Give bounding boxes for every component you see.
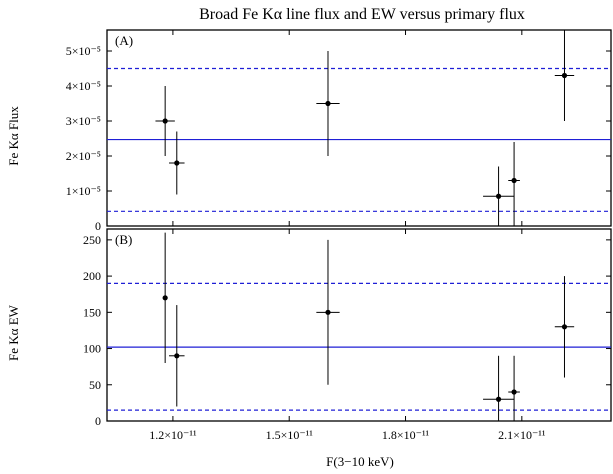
panel-a-ytick-label-5: 5×10⁻⁵ xyxy=(66,44,101,58)
panel-b-ytick-label-0: 0 xyxy=(95,414,101,428)
panel-b-frame xyxy=(106,228,612,422)
panel-b-ytick-label-2: 100 xyxy=(83,342,101,356)
panel-a-ytick-label-2: 2×10⁻⁵ xyxy=(66,149,101,163)
x-tick-label-3: 2.1×10⁻¹¹ xyxy=(498,428,546,442)
panel-b-label: (B) xyxy=(115,232,132,247)
x-tick-label-2: 1.8×10⁻¹¹ xyxy=(382,428,430,442)
panel-a-point-4 xyxy=(511,177,517,184)
panel-a-point-5 xyxy=(561,72,568,79)
x-axis-label: F(3−10 keV) xyxy=(326,454,394,469)
panel-a-ytick-label-3: 3×10⁻⁵ xyxy=(66,114,101,128)
panel-b-point-2 xyxy=(325,309,331,315)
panel-a-ylabel: Fe Kα Flux xyxy=(6,106,21,166)
panel-a-point-3 xyxy=(495,193,502,199)
panel-a-label: (A) xyxy=(115,33,133,48)
panel-a: 0 1×10⁻⁵ 2×10⁻⁵ 3×10⁻⁵ 4×10⁻⁵ 5×10⁻⁵ (A) xyxy=(66,29,612,233)
panel-a-point-1 xyxy=(174,160,180,166)
x-tick-label-1: 1.5×10⁻¹¹ xyxy=(266,428,314,442)
panel-a-ytick-label-1: 1×10⁻⁵ xyxy=(66,184,101,198)
panel-b-point-4 xyxy=(511,389,517,395)
panel-b-ylabel: Fe Kα EW xyxy=(6,304,21,361)
panel-b: 0 50 100 150 200 250 1.2×10⁻¹¹ 1.5×10⁻¹¹ 1.8×10⁻… xyxy=(83,228,612,442)
panel-a-ytick-label-0: 0 xyxy=(95,219,101,233)
panel-b-ytick-label-3: 150 xyxy=(83,305,101,319)
panel-b-ytick-label-4: 200 xyxy=(83,269,101,283)
panel-a-ytick-label-4: 4×10⁻⁵ xyxy=(66,79,101,93)
panel-b-ytick-label-5: 250 xyxy=(83,233,101,247)
panel-b-ytick-label-1: 50 xyxy=(89,378,101,392)
panel-a-point-0 xyxy=(162,118,168,124)
panel-a-point-2 xyxy=(325,100,331,107)
panel-b-point-0 xyxy=(162,295,168,301)
chart-title: Broad Fe Kα line flux and EW versus prim… xyxy=(199,6,525,23)
panel-b-point-5 xyxy=(561,324,568,330)
panel-a-frame xyxy=(106,29,612,227)
panel-b-point-1 xyxy=(174,353,180,359)
x-tick-label-0: 1.2×10⁻¹¹ xyxy=(149,428,197,442)
panel-b-point-3 xyxy=(495,396,502,402)
